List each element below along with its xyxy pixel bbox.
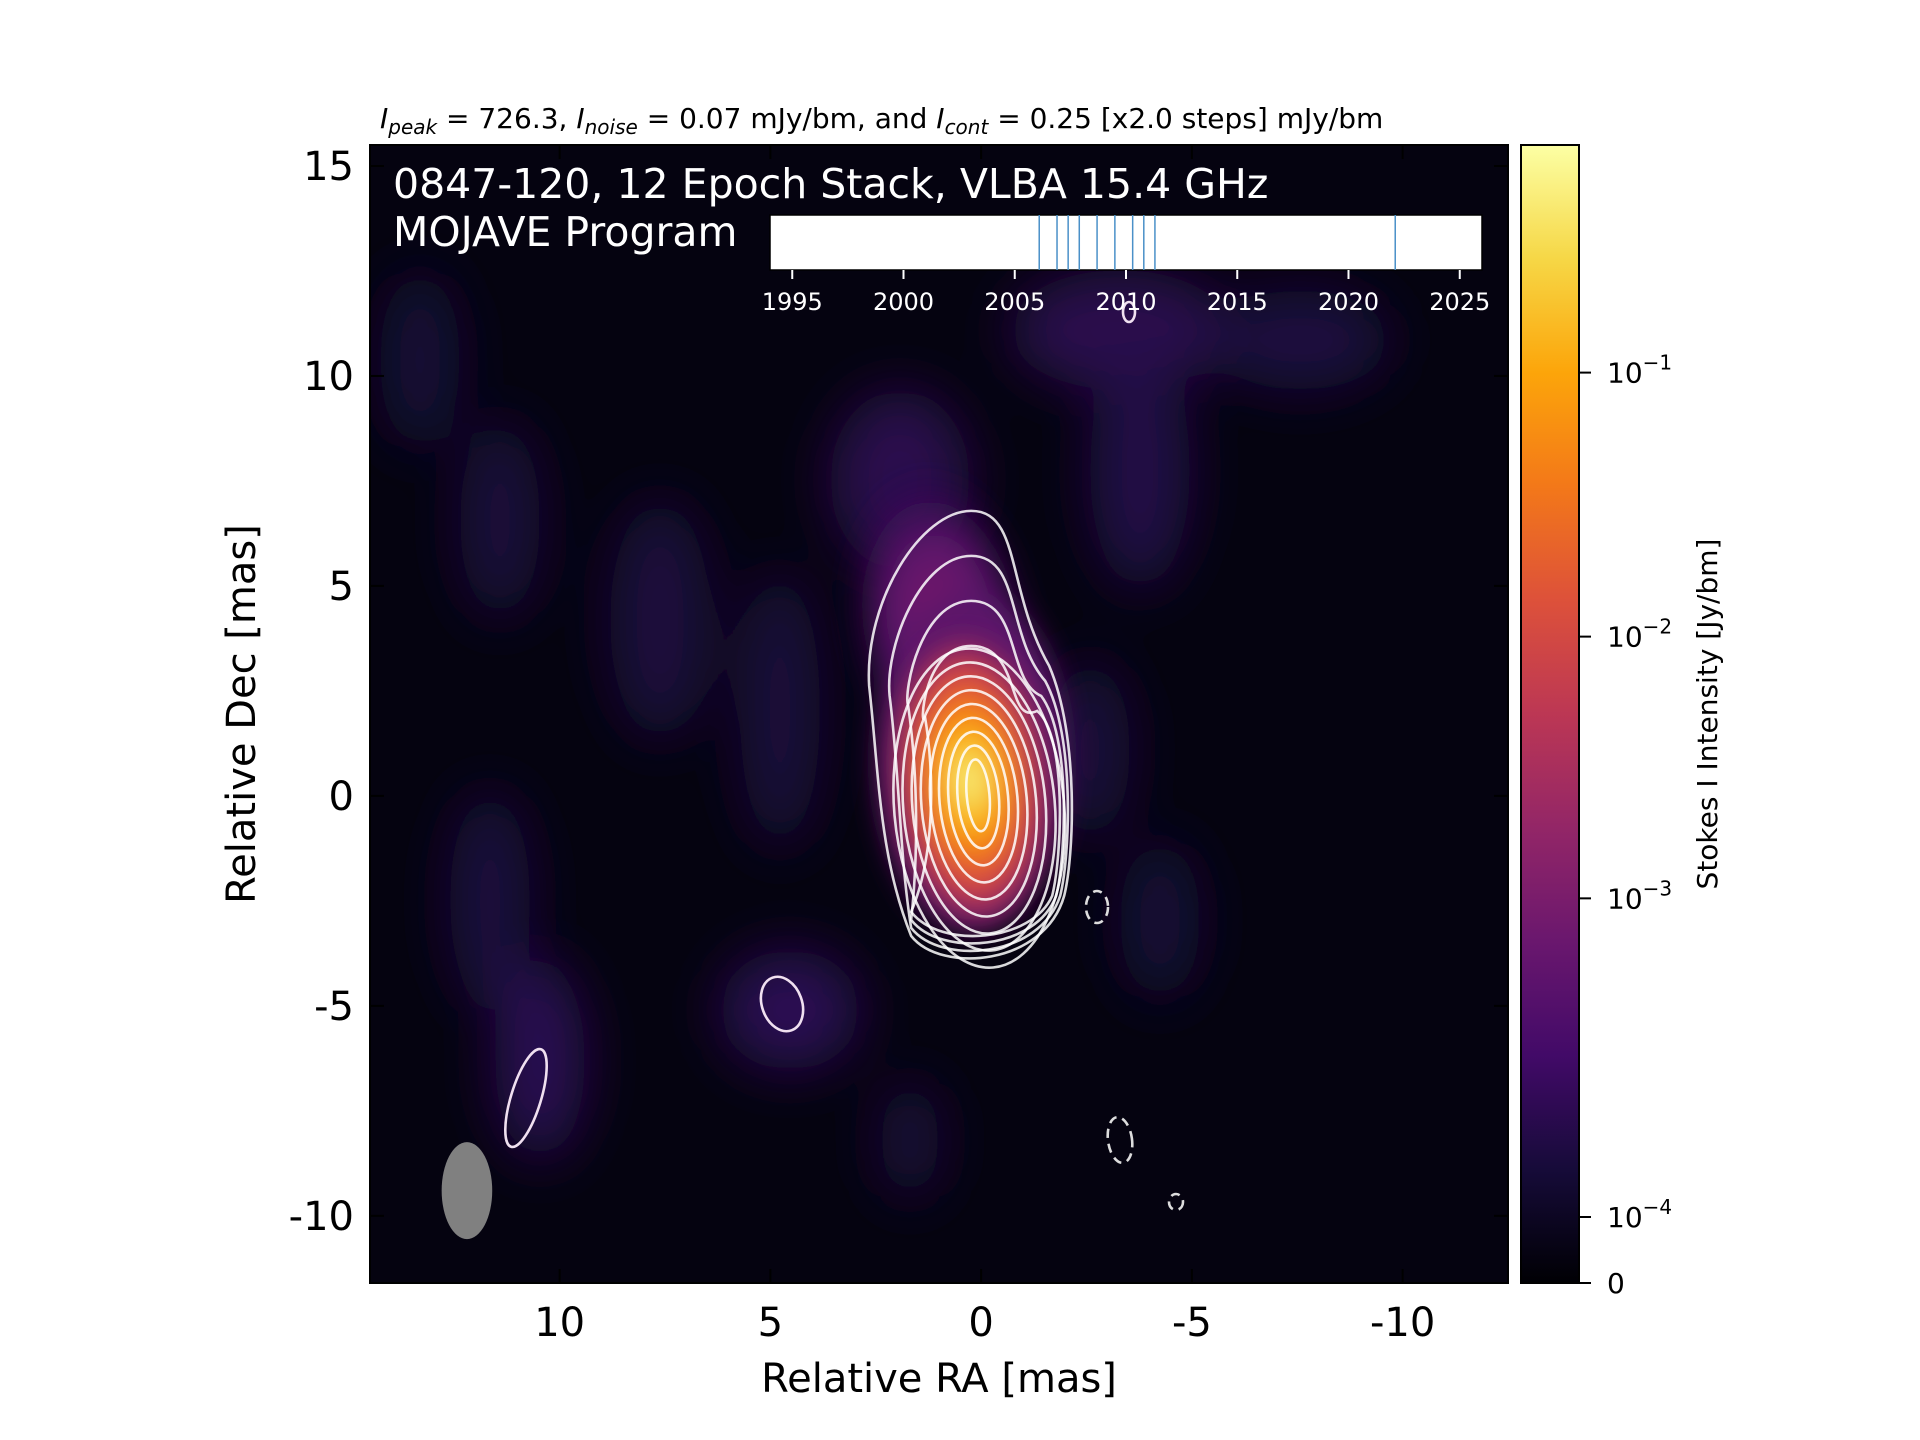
colorbar: 10−1 10−2 10−3 10−4 0 Stokes I Intensity [Jy…: [1520, 144, 1724, 1300]
contour-line: [937, 716, 1020, 884]
contour-line: [910, 674, 1048, 935]
y-tick-label: 5: [329, 564, 354, 610]
contour-line: [901, 661, 1057, 952]
timeline-tick-label: 2025: [1429, 288, 1490, 316]
plot-frame: [369, 144, 1509, 1284]
beam-ellipse: [441, 1142, 493, 1240]
timeline-epochs: [1038, 215, 1396, 270]
chart-subtitle: Ipeak = 726.3, Inoise = 0.07 mJy/bm, and…: [380, 102, 1383, 139]
colorbar-gradient: [1520, 144, 1580, 1284]
chart-title: 0847-120, 12 Epoch Stack, VLBA 15.4 GHz: [393, 160, 1268, 208]
contour-line: [892, 647, 1067, 969]
timeline-tick-label: 2005: [984, 288, 1045, 316]
x-tick-label: -10: [1370, 1300, 1435, 1346]
colorbar-tick-label: 0: [1607, 1267, 1625, 1300]
chart-title-program: MOJAVE Program: [393, 208, 737, 256]
contour-line: [867, 509, 1074, 960]
y-tick-label: 15: [303, 144, 354, 190]
y-tick-label: 0: [329, 774, 354, 820]
x-tick-label: 10: [534, 1300, 585, 1346]
contour-line: [928, 702, 1029, 901]
intensity-map: 0847-120, 12 Epoch Stack, VLBA 15.4 GHz …: [370, 145, 1508, 1283]
contour-line: [946, 730, 1010, 867]
y-axis-label: Relative Dec [mas]: [219, 524, 265, 904]
timeline-tick-label: 2000: [873, 288, 934, 316]
colorbar-tick-label: 10−1: [1607, 351, 1672, 390]
contour-line: [887, 554, 1070, 953]
epoch-timeline: 1995 2000 2005 2010 2015 2020 2025: [762, 214, 1490, 316]
y-axis: 15 10 5 0 -5 -10: [289, 144, 1508, 1240]
colorbar-ticks: 10−1 10−2 10−3 10−4 0: [1579, 351, 1672, 1300]
y-tick-label: 10: [303, 354, 354, 400]
colorbar-label: Stokes I Intensity [Jy/bm]: [1691, 539, 1724, 890]
timeline-box: [769, 214, 1483, 271]
contour-line: [919, 688, 1039, 918]
contour-line: [955, 744, 1001, 850]
timeline-ticks: 1995 2000 2005 2010 2015 2020 2025: [762, 270, 1490, 316]
x-tick-label: 0: [968, 1300, 993, 1346]
negative-contours: [1084, 889, 1185, 1212]
contour-line: [965, 758, 992, 833]
timeline-tick-label: 1995: [762, 288, 823, 316]
timeline-tick-label: 2020: [1318, 288, 1379, 316]
colorbar-tick-label: 10−3: [1607, 876, 1672, 915]
colorbar-tick-label: 10−2: [1607, 615, 1672, 654]
y-tick-label: -5: [314, 984, 354, 1030]
y-tick-label: -10: [289, 1194, 354, 1240]
contour-lines: [867, 509, 1074, 969]
isolated-contours: [504, 300, 1137, 1149]
x-axis: 10 5 0 -5 -10: [534, 145, 1435, 1346]
timeline-tick-label: 2010: [1095, 288, 1156, 316]
timeline-tick-label: 2015: [1207, 288, 1268, 316]
x-tick-label: -5: [1172, 1300, 1212, 1346]
colorbar-tick-label: 10−4: [1607, 1195, 1672, 1234]
x-axis-label: Relative RA [mas]: [761, 1356, 1117, 1402]
x-tick-label: 5: [758, 1300, 783, 1346]
